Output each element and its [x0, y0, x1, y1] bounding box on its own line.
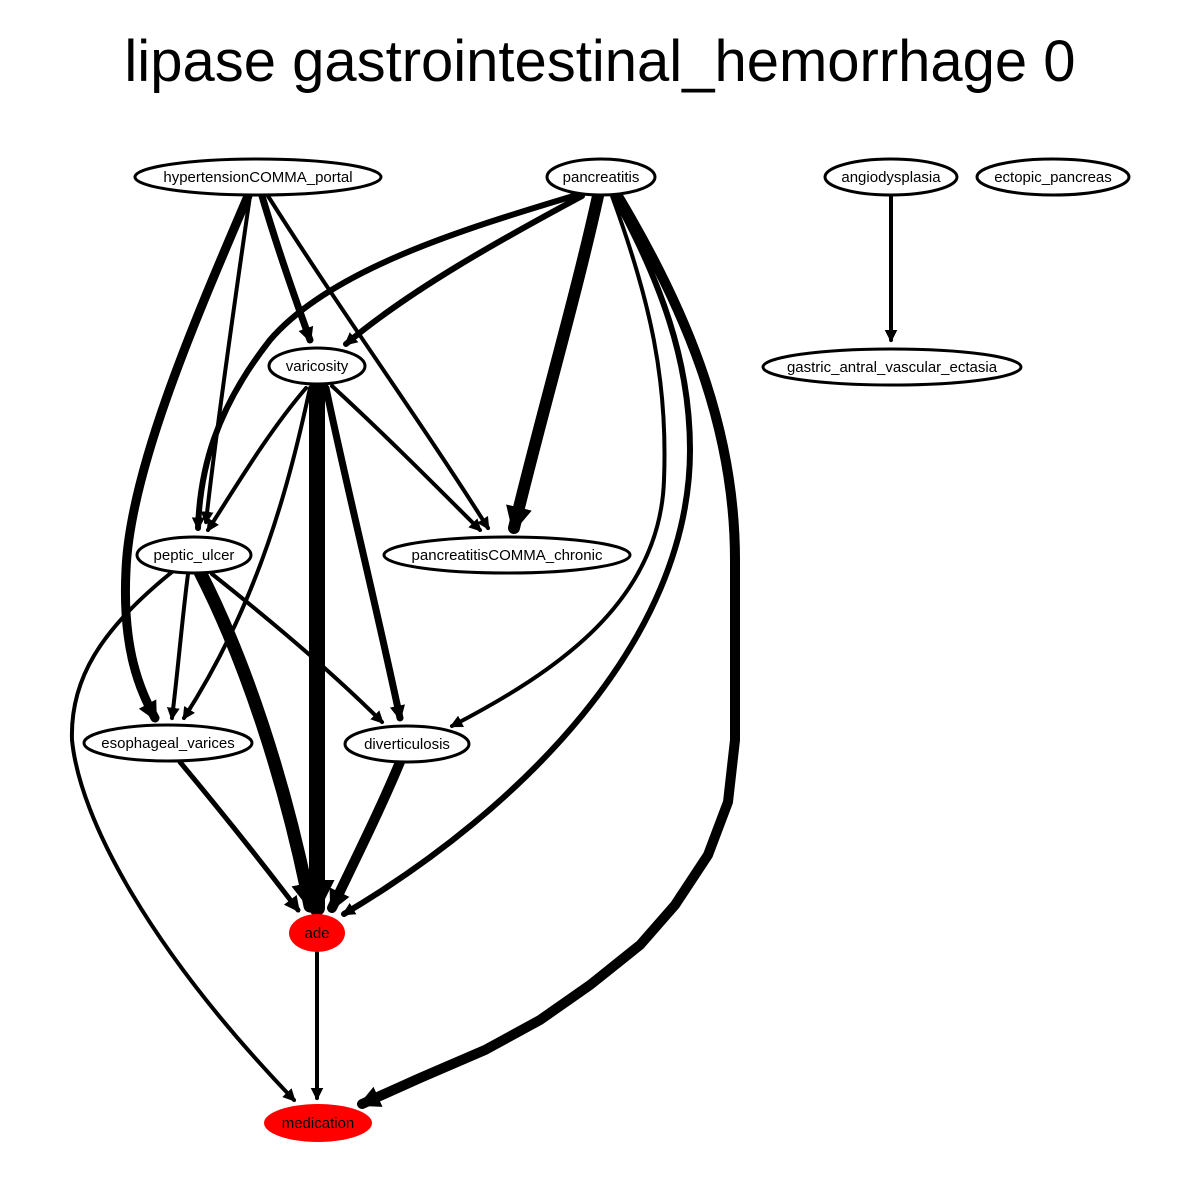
edge-peptic-ulcer-to-medication: [69, 570, 296, 1102]
node-peptic-ulcer-label: peptic_ulcer: [154, 547, 235, 564]
node-medication-label: medication: [282, 1115, 355, 1132]
node-gastric-antral-vascular-ectasia[interactable]: gastric_antral_vascular_ectasia: [761, 347, 1023, 387]
node-esophageal-varices-label: esophageal_varices: [101, 735, 234, 752]
edge-hypertension-portal-to-esophageal-varices: [120, 191, 253, 723]
nodes: hypertensionCOMMA_portal pancreatitis an…: [82, 157, 1131, 1142]
node-pancreatitis-chronic-label: pancreatitisCOMMA_chronic: [412, 547, 603, 564]
node-angiodysplasia[interactable]: angiodysplasia: [823, 157, 959, 197]
node-diverticulosis[interactable]: diverticulosis: [343, 724, 471, 764]
diagram-title: lipase gastrointestinal_hemorrhage 0: [124, 29, 1076, 94]
edge-hypertension-portal-to-pancreatitis-chronic: [266, 194, 490, 531]
node-ade-label: ade: [304, 925, 329, 942]
edge-pancreatitis-to-peptic-ulcer: [191, 191, 583, 531]
edge-peptic-ulcer-to-esophageal-varices: [166, 572, 190, 721]
edge-varicosity-to-diverticulosis: [322, 384, 405, 722]
edge-peptic-ulcer-to-ade: [193, 565, 320, 913]
edge-pancreatitis-to-pancreatitis-chronic: [506, 190, 604, 534]
node-gastric-antral-vascular-ectasia-label: gastric_antral_vascular_ectasia: [787, 359, 998, 376]
node-hypertension-portal[interactable]: hypertensionCOMMA_portal: [133, 157, 383, 197]
edges: [69, 190, 898, 1109]
node-ectopic-pancreas[interactable]: ectopic_pancreas: [975, 157, 1131, 197]
edge-pancreatitis-to-ade: [341, 193, 694, 917]
edge-varicosity-to-peptic-ulcer: [206, 386, 308, 533]
edge-esophageal-varices-to-ade: [177, 759, 301, 913]
node-pancreatitis-chronic[interactable]: pancreatitisCOMMA_chronic: [382, 535, 632, 575]
node-varicosity[interactable]: varicosity: [267, 346, 367, 386]
edge-pancreatitis-to-medication: [357, 191, 740, 1109]
node-ade[interactable]: ade: [289, 914, 345, 952]
node-pancreatitis[interactable]: pancreatitis: [545, 157, 657, 197]
node-angiodysplasia-label: angiodysplasia: [841, 169, 941, 186]
edge-peptic-ulcer-to-diverticulosis: [210, 572, 384, 724]
node-esophageal-varices[interactable]: esophageal_varices: [82, 723, 254, 763]
node-diverticulosis-label: diverticulosis: [364, 736, 450, 753]
edge-pancreatitis-to-diverticulosis: [449, 194, 667, 728]
edge-diverticulosis-to-ade: [327, 757, 405, 913]
node-varicosity-label: varicosity: [286, 358, 349, 375]
edge-hypertension-portal-to-varicosity: [258, 192, 314, 344]
edge-hypertension-portal-to-peptic-ulcer: [200, 194, 252, 525]
node-hypertension-portal-label: hypertensionCOMMA_portal: [163, 169, 352, 186]
node-pancreatitis-label: pancreatitis: [563, 169, 640, 186]
edge-varicosity-to-pancreatitis-chronic: [330, 384, 482, 532]
node-peptic-ulcer[interactable]: peptic_ulcer: [135, 535, 253, 575]
node-ectopic-pancreas-label: ectopic_pancreas: [994, 169, 1112, 186]
node-medication[interactable]: medication: [264, 1104, 372, 1142]
edge-varicosity-to-esophageal-varices: [182, 386, 312, 721]
edge-pancreatitis-to-varicosity: [343, 193, 585, 347]
